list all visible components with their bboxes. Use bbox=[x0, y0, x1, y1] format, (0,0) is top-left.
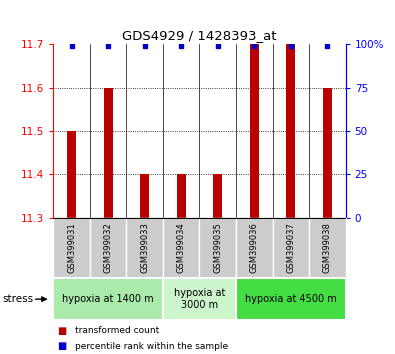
Bar bbox=[309, 218, 346, 278]
Bar bbox=[199, 218, 236, 278]
Text: GSM399032: GSM399032 bbox=[103, 222, 113, 273]
Bar bbox=[67, 131, 76, 218]
Title: GDS4929 / 1428393_at: GDS4929 / 1428393_at bbox=[122, 29, 277, 42]
Text: hypoxia at
3000 m: hypoxia at 3000 m bbox=[174, 288, 225, 310]
Bar bbox=[163, 278, 236, 320]
Text: percentile rank within the sample: percentile rank within the sample bbox=[75, 342, 228, 351]
Bar bbox=[163, 218, 199, 278]
Text: GSM399036: GSM399036 bbox=[250, 222, 259, 273]
Bar bbox=[236, 278, 346, 320]
Bar bbox=[126, 218, 163, 278]
Bar bbox=[53, 278, 163, 320]
Bar bbox=[53, 218, 90, 278]
Text: GSM399033: GSM399033 bbox=[140, 222, 149, 273]
Text: GSM399038: GSM399038 bbox=[323, 222, 332, 273]
Text: hypoxia at 1400 m: hypoxia at 1400 m bbox=[62, 294, 154, 304]
Text: GSM399037: GSM399037 bbox=[286, 222, 295, 273]
Text: stress: stress bbox=[2, 294, 33, 304]
Bar bbox=[90, 218, 126, 278]
Text: GSM399034: GSM399034 bbox=[177, 222, 186, 273]
Text: hypoxia at 4500 m: hypoxia at 4500 m bbox=[245, 294, 337, 304]
Text: ■: ■ bbox=[57, 326, 66, 336]
Bar bbox=[177, 175, 186, 218]
Bar bbox=[140, 175, 149, 218]
Bar bbox=[213, 175, 222, 218]
Bar bbox=[323, 88, 332, 218]
Bar bbox=[236, 218, 273, 278]
Text: GSM399035: GSM399035 bbox=[213, 222, 222, 273]
Bar bbox=[286, 44, 295, 218]
Bar bbox=[273, 218, 309, 278]
Text: ■: ■ bbox=[57, 341, 66, 351]
Text: transformed count: transformed count bbox=[75, 326, 159, 336]
Bar bbox=[103, 88, 113, 218]
Text: GSM399031: GSM399031 bbox=[67, 222, 76, 273]
Bar bbox=[250, 44, 259, 218]
